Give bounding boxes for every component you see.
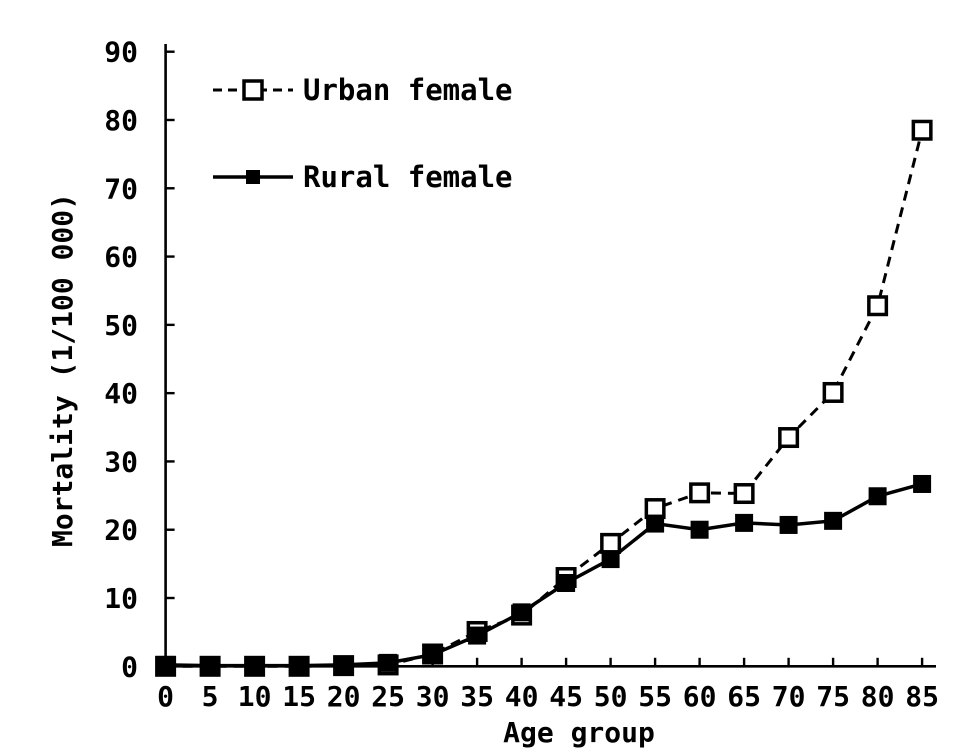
filled-square-icon: [557, 573, 576, 592]
filled-square-icon: [512, 603, 531, 622]
filled-square-icon: [646, 514, 665, 533]
x-tick-label: 5: [202, 680, 219, 713]
x-tick-label: 10: [238, 680, 272, 713]
x-tick-label: 15: [282, 680, 316, 713]
x-tick-label: 0: [157, 680, 174, 713]
open-square-icon: [911, 119, 933, 141]
x-tick-label: 45: [549, 680, 583, 713]
y-tick-label: 70: [104, 172, 138, 205]
open-square-icon: [600, 532, 622, 554]
x-tick-label: 50: [594, 680, 628, 713]
filled-square-icon: [690, 520, 709, 539]
x-axis-title: Age group: [503, 716, 655, 749]
y-tick-label: 10: [104, 582, 138, 615]
filled-square-icon: [246, 170, 260, 184]
y-tick-label: 80: [104, 104, 138, 137]
filled-square-icon: [423, 645, 442, 664]
x-axis: 0 5 10 15 20 25 30 35 40 45 50 55 60 65 70 75 80 85: [157, 657, 939, 713]
filled-square-icon: [913, 474, 932, 493]
x-tick-label: 30: [416, 680, 450, 713]
filled-square-icon: [779, 515, 798, 534]
filled-square-icon: [334, 655, 353, 674]
x-tick-label: 85: [905, 680, 939, 713]
x-tick-label: 40: [505, 680, 539, 713]
x-tick-label: 60: [683, 680, 717, 713]
y-axis-title: Mortality (1/100 000): [46, 193, 79, 547]
y-tick-label: 40: [104, 377, 138, 410]
legend-label: Rural female: [303, 160, 513, 194]
open-square-icon: [242, 79, 264, 101]
filled-square-icon: [868, 487, 887, 506]
filled-square-icon: [379, 653, 398, 672]
filled-square-icon: [468, 626, 487, 645]
x-tick-label: 55: [638, 680, 672, 713]
open-square-icon: [822, 381, 844, 403]
filled-square-icon: [156, 655, 175, 674]
y-tick-label: 90: [104, 36, 138, 69]
open-square-icon: [778, 427, 800, 449]
x-tick-label: 35: [460, 680, 494, 713]
filled-square-icon: [601, 550, 620, 569]
series-rural-female: [156, 474, 932, 675]
y-tick-label: 0: [121, 650, 138, 683]
y-tick-label: 60: [104, 241, 138, 274]
filled-square-icon: [824, 511, 843, 530]
x-tick-label: 20: [327, 680, 361, 713]
legend-item-urban-female: Urban female: [213, 73, 513, 107]
legend-item-rural-female: Rural female: [213, 160, 513, 194]
open-square-icon: [867, 295, 889, 317]
open-square-icon: [689, 482, 711, 504]
open-square-icon: [733, 483, 755, 505]
filled-square-icon: [290, 656, 309, 675]
x-tick-label: 65: [727, 680, 761, 713]
legend: Urban female Rural female: [213, 73, 513, 194]
x-tick-label: 75: [816, 680, 850, 713]
y-tick-label: 20: [104, 514, 138, 547]
legend-label: Urban female: [303, 73, 513, 107]
y-axis: 0 10 20 30 40 50 60 70 80 90: [104, 36, 175, 683]
y-tick-label: 30: [104, 445, 138, 478]
y-tick-label: 50: [104, 309, 138, 342]
x-tick-label: 70: [772, 680, 806, 713]
filled-square-icon: [201, 656, 220, 675]
filled-square-icon: [245, 656, 264, 675]
filled-square-icon: [735, 513, 754, 532]
x-tick-label: 25: [371, 680, 405, 713]
x-tick-label: 80: [861, 680, 895, 713]
